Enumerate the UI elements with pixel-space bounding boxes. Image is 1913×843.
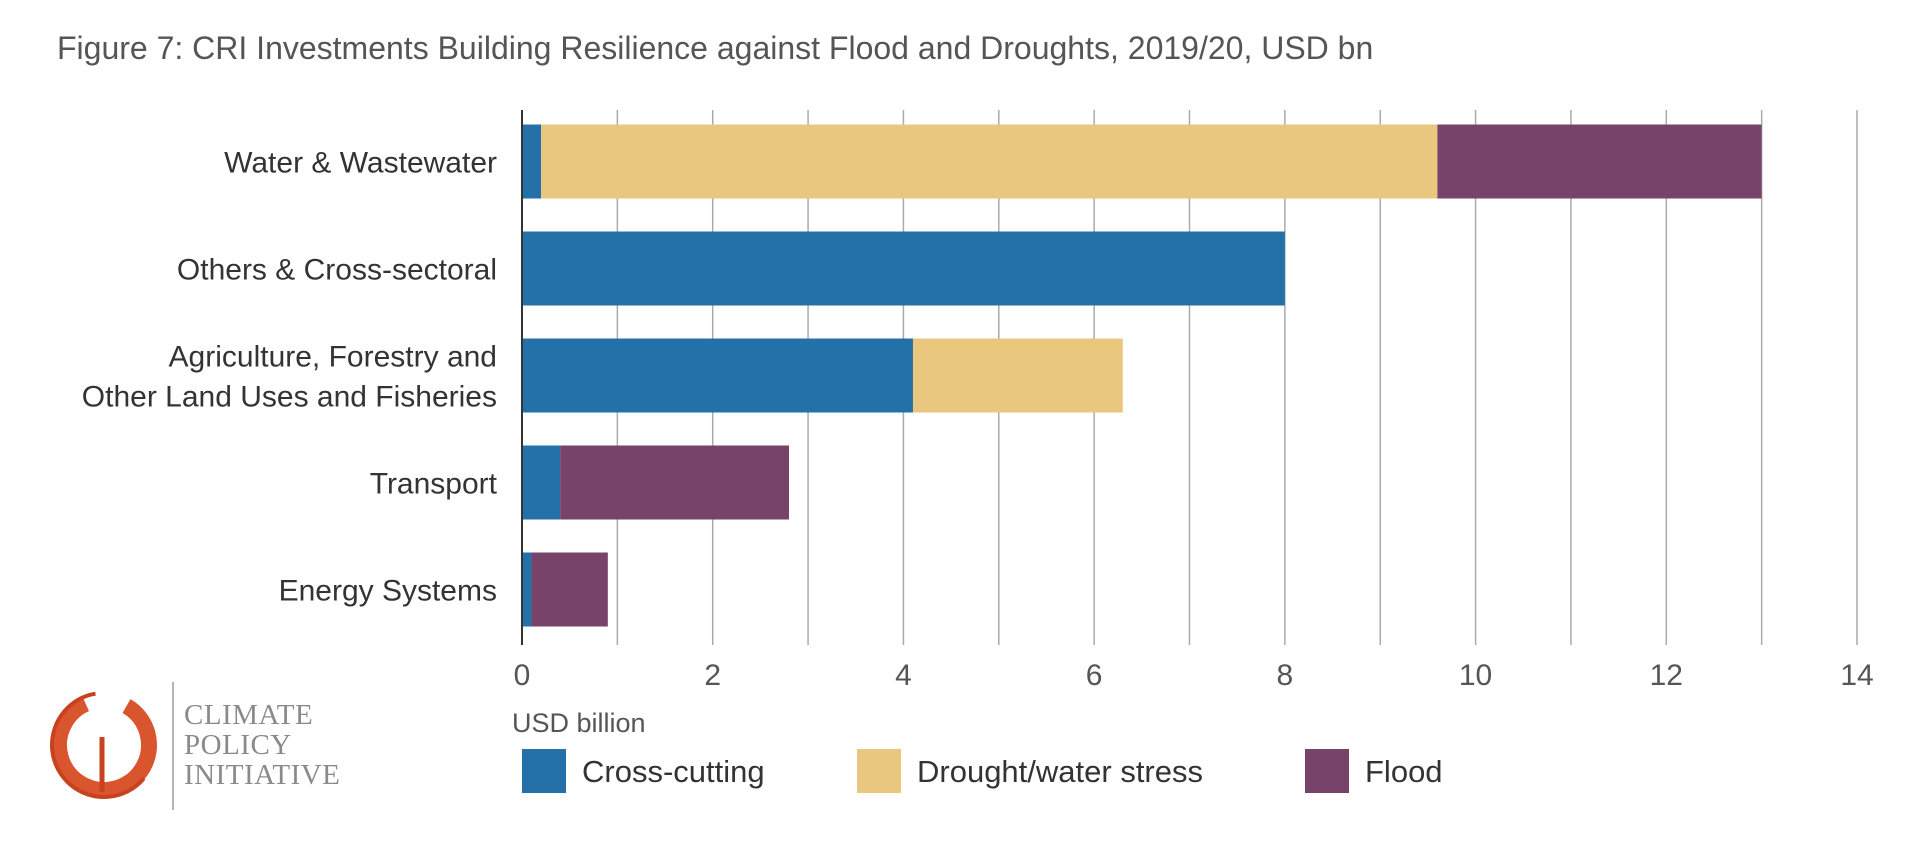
x-tick-label: 2 [704,659,721,692]
bar-segment [522,124,542,199]
category-label: Others & Cross-sectoral [177,254,497,287]
chart-title: Figure 7: CRI Investments Building Resil… [57,30,1374,66]
x-tick-label: 10 [1459,659,1492,692]
bar-segment [560,445,789,520]
x-axis-title: USD billion [512,708,646,738]
bars-layer [522,124,1762,627]
bar-segment [541,124,1438,199]
bar-segment [522,552,532,627]
labels-layer: Water & Wastewater Others & Cross-sectora… [82,147,498,608]
bar-segment [531,552,608,627]
legend-label: Cross-cutting [582,754,765,789]
category-label: Water & Wastewater [224,147,497,180]
x-tick-label: 8 [1277,659,1294,692]
bar-segment [1437,124,1762,199]
bar-segment [912,338,1123,413]
climate-policy-initiative-logo: CLIMATE POLICY INITIATIVE [46,682,366,812]
logo-divider [172,682,174,810]
x-tick-label: 4 [895,659,912,692]
category-label: Transport [370,468,498,501]
legend-swatch [522,749,566,793]
legend-label: Drought/water stress [917,754,1203,789]
category-label: Energy Systems [279,575,497,608]
bar-segment [522,338,913,413]
x-tick-label: 6 [1086,659,1103,692]
logo-mark-icon [50,691,158,799]
legend-label: Flood [1365,754,1443,789]
category-label: Agriculture, Forestry and [169,341,497,374]
legend-swatch [857,749,901,793]
x-tick-label: 0 [514,659,531,692]
bar-segment [522,231,1285,306]
legend-swatch [1305,749,1349,793]
x-tick-label: 12 [1650,659,1683,692]
logo-line-2: POLICY [184,729,292,761]
legend: Cross-cutting Drought/water stress Flood [522,749,1443,793]
x-tick-label: 14 [1840,659,1873,692]
bar-segment [522,445,561,520]
axis-layer: 0 2 4 6 8 10 12 14 USD billion [512,110,1874,738]
logo-line-1: CLIMATE [184,699,314,731]
logo-line-3: INITIATIVE [184,759,341,791]
category-label: Other Land Uses and Fisheries [82,381,497,414]
